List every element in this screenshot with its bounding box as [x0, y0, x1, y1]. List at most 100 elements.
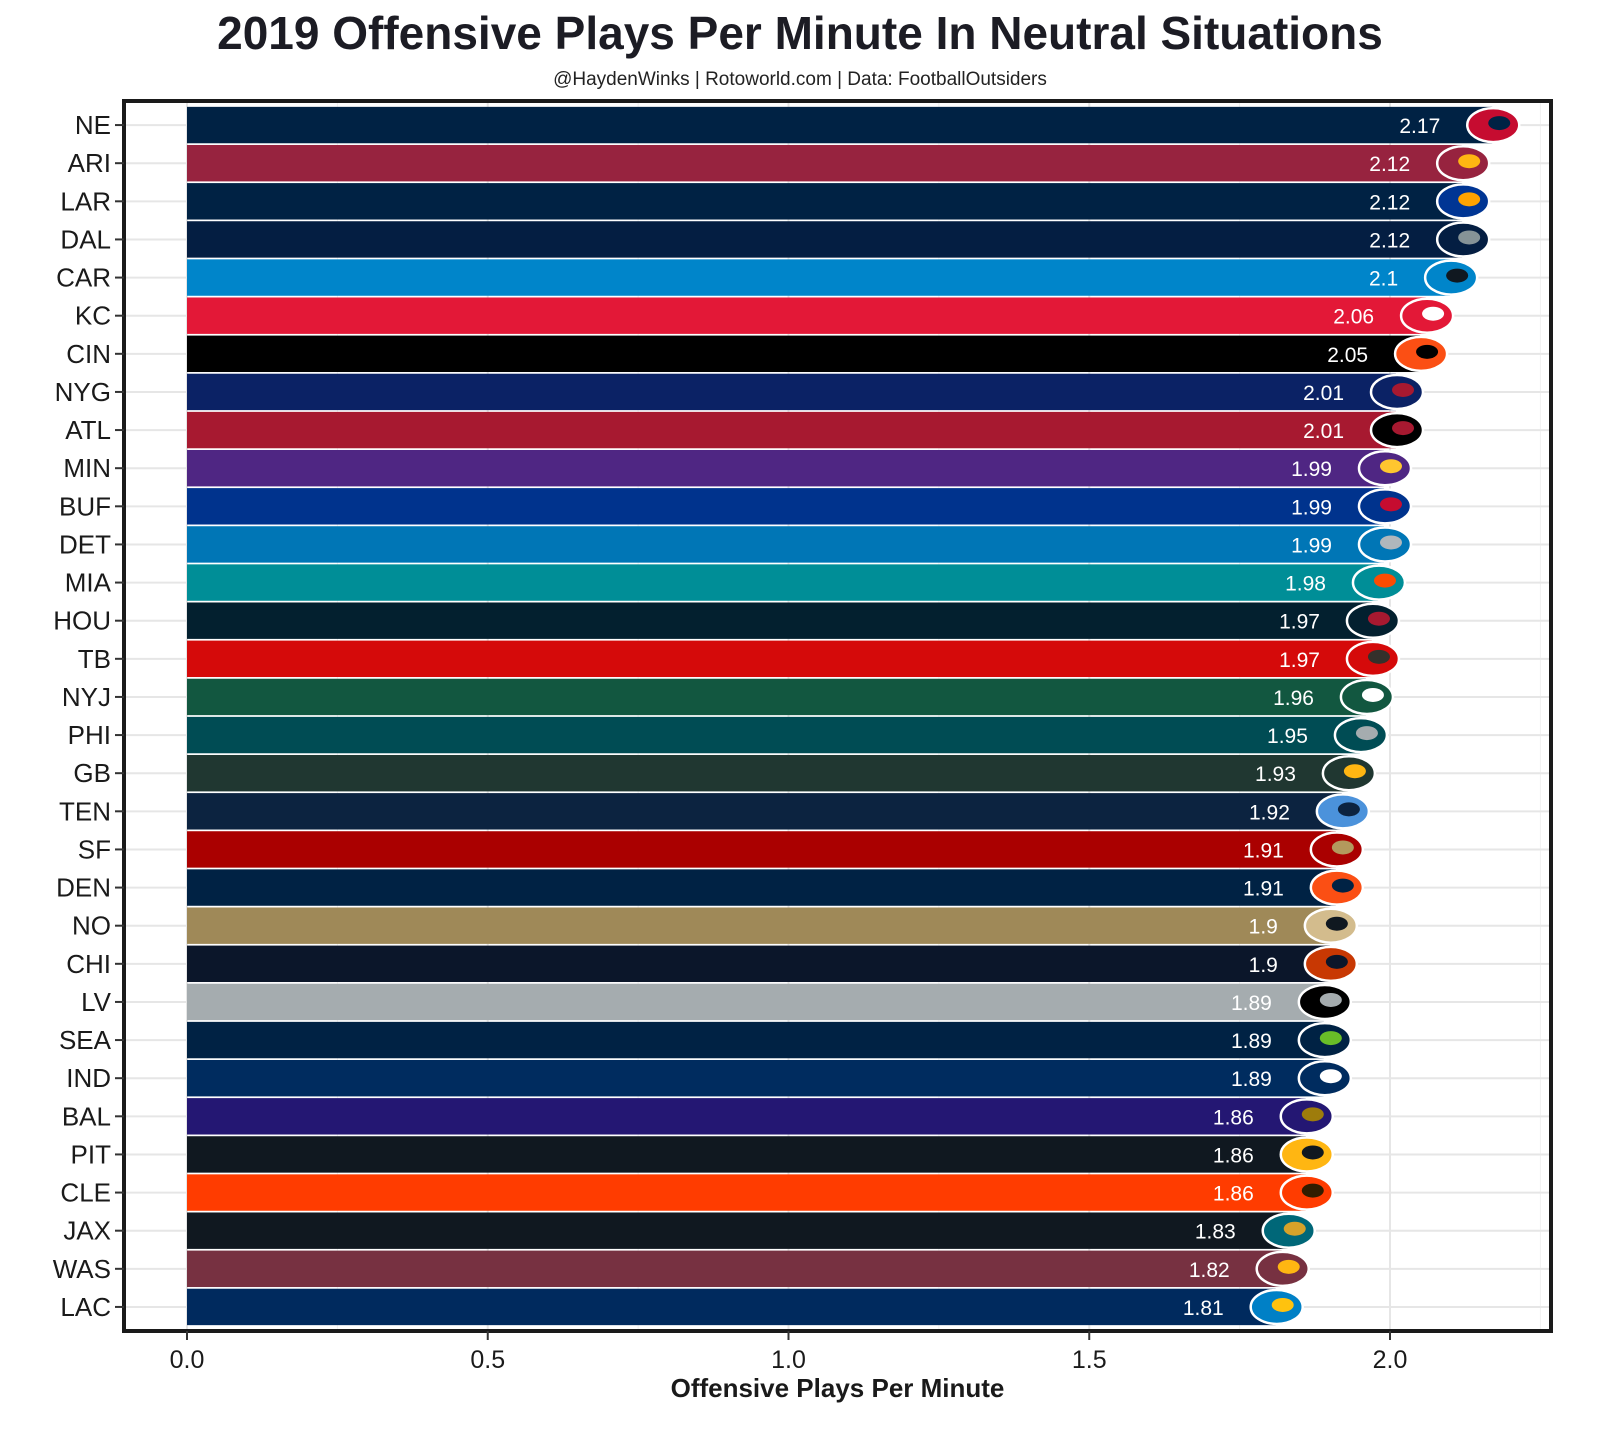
team-logo-accent	[1343, 764, 1366, 779]
chart-subtitle: @HaydenWinks | Rotoworld.com | Data: Foo…	[553, 69, 1047, 90]
y-tick-label: PHI	[68, 720, 111, 750]
team-logo-nyg	[1369, 373, 1425, 411]
team-logo-cle	[1279, 1174, 1335, 1211]
team-logo-accent	[1331, 878, 1354, 893]
team-logo-accent	[1325, 916, 1348, 931]
team-logo-accent	[1373, 573, 1396, 588]
bar-chi	[187, 945, 1330, 983]
value-label: 1.86	[1213, 1144, 1254, 1167]
y-tick-label: CHI	[66, 949, 111, 979]
y-tick-label: GB	[73, 758, 111, 788]
y-tick-label: TB	[78, 644, 111, 674]
team-logo-accent	[1392, 382, 1415, 397]
bar-lv	[187, 983, 1324, 1021]
y-tick-label: DET	[59, 529, 111, 559]
value-label: 2.05	[1327, 344, 1368, 367]
y-tick-label: ARI	[68, 148, 111, 178]
bar-ten	[187, 793, 1342, 830]
value-label: 1.86	[1213, 1106, 1254, 1129]
value-label: 1.83	[1195, 1221, 1236, 1244]
team-logo-accent	[1446, 268, 1469, 283]
team-logo-mia	[1351, 564, 1407, 601]
value-label: 1.86	[1213, 1183, 1254, 1206]
bar-nyg	[187, 373, 1397, 411]
team-logo-bal	[1279, 1098, 1335, 1135]
bar-sea	[187, 1021, 1324, 1059]
team-logos	[1249, 106, 1521, 1326]
value-label: 1.91	[1243, 839, 1284, 862]
team-logo-accent	[1277, 1259, 1300, 1274]
chart-title: 2019 Offensive Plays Per Minute In Neutr…	[217, 7, 1383, 59]
team-logo-den	[1309, 869, 1365, 906]
team-logo-accent	[1319, 992, 1342, 1007]
y-tick-label: NO	[72, 911, 111, 941]
team-logo-accent	[1458, 192, 1481, 207]
y-tick-label: LAR	[60, 186, 111, 216]
bar-min	[187, 449, 1384, 487]
team-logo-accent	[1319, 1031, 1342, 1046]
value-label: 1.97	[1279, 649, 1320, 672]
bar-gb	[187, 754, 1348, 792]
value-label: 1.92	[1249, 801, 1290, 824]
bar-ind	[187, 1059, 1324, 1097]
bar-atl	[187, 411, 1397, 449]
team-logo-gb	[1321, 754, 1377, 792]
value-label: 2.01	[1303, 382, 1344, 405]
team-logo-atl	[1369, 411, 1425, 449]
team-logo-accent	[1319, 1069, 1342, 1084]
team-logo-lac	[1249, 1288, 1304, 1326]
team-logo-cin	[1393, 335, 1449, 373]
value-label: 2.17	[1399, 115, 1440, 138]
team-logo-tb	[1345, 640, 1401, 678]
value-label: 2.12	[1369, 191, 1410, 214]
bar-kc	[187, 297, 1427, 334]
team-logo-chi	[1303, 945, 1359, 983]
bar-was	[187, 1250, 1282, 1288]
y-tick-label: NE	[75, 110, 111, 140]
value-label: 1.98	[1285, 573, 1326, 596]
y-tick-label: SF	[78, 834, 111, 864]
value-label: 1.99	[1291, 534, 1332, 557]
team-logo-accent	[1458, 230, 1481, 245]
team-logo-phi	[1333, 716, 1389, 754]
y-tick-label: MIA	[65, 568, 112, 598]
team-logo-accent	[1422, 306, 1445, 321]
bar-lar	[187, 183, 1463, 220]
x-axis-title: Offensive Plays Per Minute	[671, 1373, 1005, 1403]
y-tick-label: NYJ	[62, 682, 111, 712]
bar-det	[187, 526, 1384, 563]
team-logo-accent	[1392, 421, 1415, 436]
y-tick-label: LAC	[60, 1292, 111, 1322]
x-axis-ticks: 0.0 0.5 1.0 1.5 2.0	[170, 1331, 1407, 1374]
bar-sf	[187, 831, 1336, 868]
y-tick-label: BUF	[59, 491, 111, 521]
team-logo-det	[1357, 526, 1413, 563]
team-logo-accent	[1458, 154, 1481, 169]
value-label: 2.1	[1369, 268, 1398, 291]
y-tick-label: BAL	[62, 1101, 111, 1131]
y-tick-label: LV	[81, 987, 112, 1017]
value-label: 1.95	[1267, 725, 1308, 748]
y-tick-label: DEN	[56, 873, 111, 903]
team-logo-hou	[1345, 602, 1401, 639]
bar-ari	[187, 144, 1463, 182]
value-label: 1.9	[1249, 916, 1278, 939]
team-logo-accent	[1301, 1145, 1324, 1160]
value-label: 1.97	[1279, 611, 1320, 634]
team-logo-accent	[1416, 344, 1439, 359]
y-tick-label: WAS	[53, 1254, 111, 1284]
bar-den	[187, 869, 1336, 906]
bar-mia	[187, 564, 1378, 601]
team-logo-lar	[1435, 183, 1491, 220]
value-label: 1.99	[1291, 496, 1332, 519]
team-logo-accent	[1337, 802, 1360, 817]
team-logo-jax	[1261, 1212, 1316, 1249]
team-logo-accent	[1301, 1107, 1324, 1122]
team-logo-accent	[1355, 726, 1378, 741]
y-tick-label: NYG	[55, 377, 111, 407]
y-tick-label: MIN	[63, 453, 111, 483]
x-tick-label: 0.0	[170, 1346, 205, 1374]
bar-hou	[187, 602, 1372, 639]
y-tick-label: IND	[66, 1063, 111, 1093]
value-label: 1.89	[1231, 992, 1272, 1015]
